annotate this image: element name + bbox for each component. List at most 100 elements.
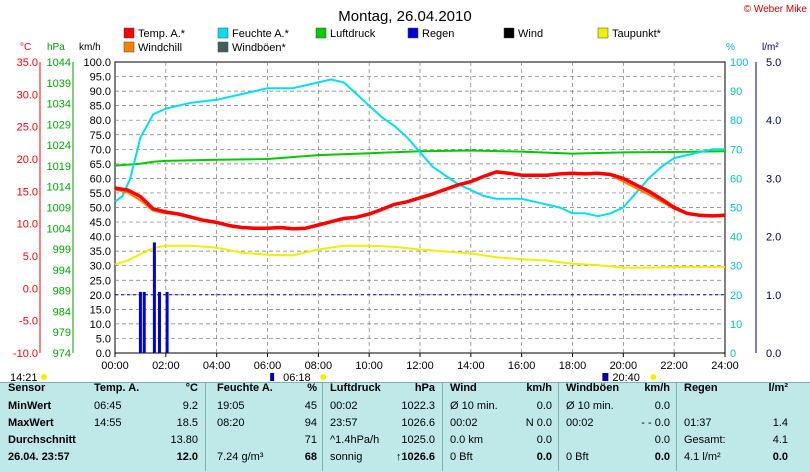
table-cell-value: 1026.6 <box>401 417 435 429</box>
press-tick: 994 <box>53 265 71 277</box>
press-tick: 1024 <box>47 140 71 152</box>
table-cell-text: 01:37 <box>684 417 712 429</box>
rain-bar <box>157 291 161 353</box>
press-tick: 989 <box>53 286 71 298</box>
table-header-cell: Regen <box>684 382 718 394</box>
legend-swatch <box>217 41 229 53</box>
table-unit-cell: hPa <box>414 382 435 394</box>
hum-tick: 20 <box>730 290 742 302</box>
rain-bar <box>152 242 156 353</box>
wind-tick: 70.0 <box>90 144 111 156</box>
table-cell-text: 00:02 <box>566 417 594 429</box>
sunrise-icon <box>270 373 275 381</box>
sun-marker-icon <box>41 374 47 380</box>
series-line <box>114 170 726 231</box>
sun-marker-icon <box>320 374 327 380</box>
table-cell-text: 00:02 <box>450 417 478 429</box>
wind-tick: 30.0 <box>90 261 111 273</box>
press-tick: 999 <box>53 244 71 256</box>
rain-unit: l/m² <box>762 42 779 53</box>
legend-label: Wind <box>518 28 543 40</box>
press-tick: 1019 <box>47 161 71 173</box>
legend: Temp. A.* Feuchte A.* Luftdruck Regen Wind Ta… <box>123 27 662 54</box>
stats-table <box>0 382 810 472</box>
table-header-cell: Temp. A. <box>94 382 140 394</box>
x-tick-label: 00:00 <box>101 360 129 372</box>
x-axis: 00:00 02:00 04:00 06:00 08:00 10:00 12:00 14:00… <box>10 353 739 382</box>
table-cell-text: 23:57 <box>330 417 358 429</box>
table-column-divider <box>205 382 206 471</box>
legend-swatch <box>315 27 327 39</box>
x-tick-label: 06:00 <box>254 360 282 372</box>
chart-title: Montag, 26.04.2010 <box>338 8 471 25</box>
table-cell-value: N 0.0 <box>525 417 552 429</box>
rain-bar <box>138 291 142 353</box>
table-row-label: MaxWert <box>8 417 54 429</box>
temp-tick: 25.0 <box>17 122 38 134</box>
wind-tick: 85.0 <box>90 101 111 113</box>
wind-tick: 55.0 <box>90 188 111 200</box>
table-cell-value: 12.0 <box>176 451 198 463</box>
rain-tick: 1.0 <box>766 290 781 302</box>
table-cell-value: 18.5 <box>176 417 198 429</box>
table-cell-value: 0.0 <box>536 451 552 463</box>
rain-tick: 4.0 <box>766 115 781 127</box>
rain-bar <box>142 291 146 353</box>
x-tick-label: 12:00 <box>406 360 434 372</box>
sunset-label: 20:40 <box>612 372 640 382</box>
hum-tick: 40 <box>730 232 742 244</box>
table-cell-text: ^1.4hPa/h <box>330 434 380 446</box>
table-cell-value: 4.1 <box>772 434 788 446</box>
table-cell-value: 45 <box>304 400 317 412</box>
table-cell-value: 71 <box>304 434 317 446</box>
hum-tick: 90 <box>730 86 742 98</box>
press-tick: 1029 <box>47 119 71 131</box>
temp-unit: °C <box>20 42 31 53</box>
wind-tick: 5.0 <box>96 333 111 345</box>
hum-tick: 70 <box>730 144 742 156</box>
legend-swatch <box>503 27 515 39</box>
table-column-divider <box>676 382 677 471</box>
hum-tick: 10 <box>730 319 742 331</box>
legend-label: Regen <box>422 28 454 40</box>
temp-tick: 10.0 <box>17 219 38 231</box>
legend-swatch <box>597 27 609 39</box>
x-tick-label: 08:00 <box>305 360 333 372</box>
axes: °C hPa km/h% l/m² 35.0 30.0 25.0 20.0 15.0 10.0 5.… <box>13 42 781 360</box>
table-column-divider <box>558 382 559 471</box>
table-cell-text: 19:05 <box>217 400 245 412</box>
wind-tick: 10.0 <box>90 319 111 331</box>
legend-label: Windchill <box>138 42 182 54</box>
temp-tick: -5.0 <box>19 316 38 328</box>
legend-swatch <box>123 41 135 53</box>
table-header-cell: Wind <box>450 382 477 394</box>
table-cell-text: Ø 10 min. <box>566 400 614 412</box>
rain-time-label: 14:21 <box>10 372 38 382</box>
sun-marker-icon <box>650 374 657 380</box>
table-header-cell: Windböen <box>566 382 620 394</box>
table-header-cell: Sensor <box>8 382 46 394</box>
press-tick: 1034 <box>47 99 71 111</box>
x-tick-label: 14:00 <box>457 360 485 372</box>
table-row-label: 26.04. 23:57 <box>8 451 70 463</box>
x-tick-label: 20:00 <box>610 360 638 372</box>
press-tick: 1014 <box>47 182 71 194</box>
table-column-divider <box>322 382 323 471</box>
table-cell-value: 1022.3 <box>401 400 435 412</box>
press-unit: hPa <box>47 42 65 53</box>
table-cell-text: 08:20 <box>217 417 245 429</box>
temp-tick: 20.0 <box>17 154 38 166</box>
credit-label: © Weber Mike <box>744 4 808 15</box>
x-tick-label: 18:00 <box>559 360 587 372</box>
press-tick: 984 <box>53 306 71 318</box>
legend-label: Feuchte A.* <box>232 28 290 40</box>
table-cell-value: 0.0 <box>536 400 552 412</box>
table-cell-text: Gesamt: <box>684 434 726 446</box>
press-tick: 979 <box>53 327 71 339</box>
table-cell-text: 00:02 <box>330 400 358 412</box>
table-cell-value: 0.0 <box>654 400 670 412</box>
wind-tick: 95.0 <box>90 72 111 84</box>
wind-tick: 15.0 <box>90 304 111 316</box>
press-tick: 1039 <box>47 78 71 90</box>
x-tick-label: 02:00 <box>152 360 180 372</box>
